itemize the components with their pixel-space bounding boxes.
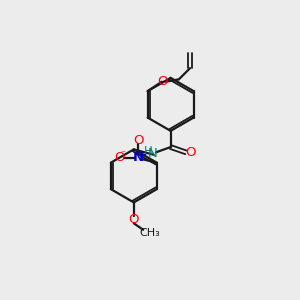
Text: O: O	[133, 134, 144, 147]
Text: CH₃: CH₃	[139, 228, 160, 238]
Text: O: O	[114, 152, 124, 164]
Text: N: N	[148, 147, 158, 160]
Text: O: O	[185, 146, 196, 159]
Text: ⁻: ⁻	[120, 149, 125, 159]
Text: +: +	[138, 150, 146, 160]
Text: O: O	[129, 213, 139, 226]
Text: O: O	[157, 75, 168, 88]
Text: H: H	[144, 145, 152, 158]
Text: N: N	[133, 152, 144, 164]
